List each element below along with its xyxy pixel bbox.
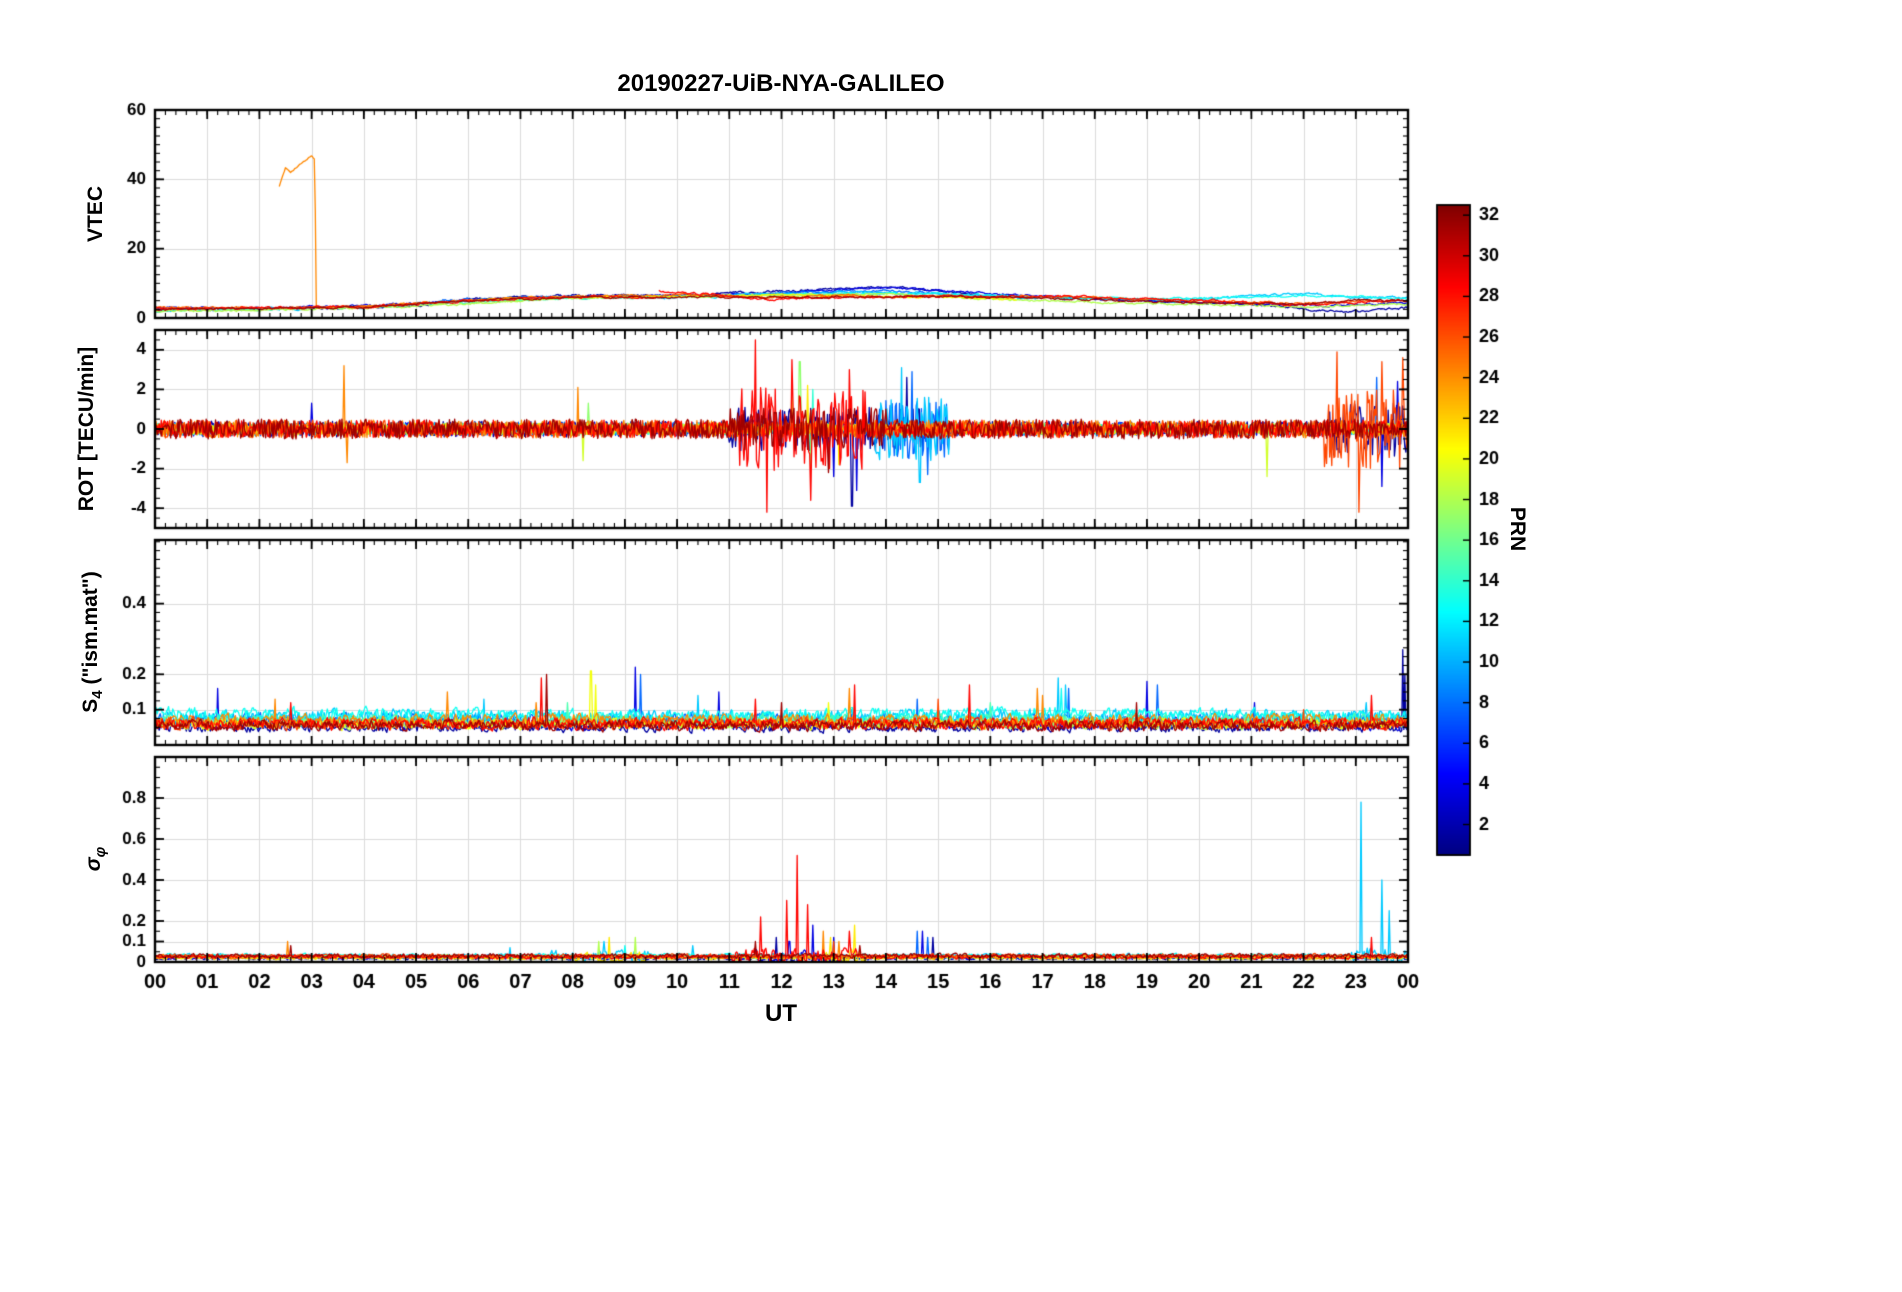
s4-sub: 4: [89, 690, 107, 699]
y-axis-label-vtec-text: VTEC: [84, 186, 107, 243]
s4-rest: ("ism.mat"): [79, 571, 102, 691]
sigma-sub: φ: [92, 846, 110, 858]
x-axis-label: UT: [765, 1000, 797, 1027]
y-axis-label-sigma-phi: σφ: [82, 709, 110, 1009]
sigma-base: σ: [82, 857, 105, 872]
y-axis-label-rot-text: ROT [TECU/min]: [75, 346, 98, 512]
colorbar-label: PRN: [1506, 506, 1529, 552]
chart-title: 20190227-UiB-NYA-GALILEO: [617, 70, 945, 97]
